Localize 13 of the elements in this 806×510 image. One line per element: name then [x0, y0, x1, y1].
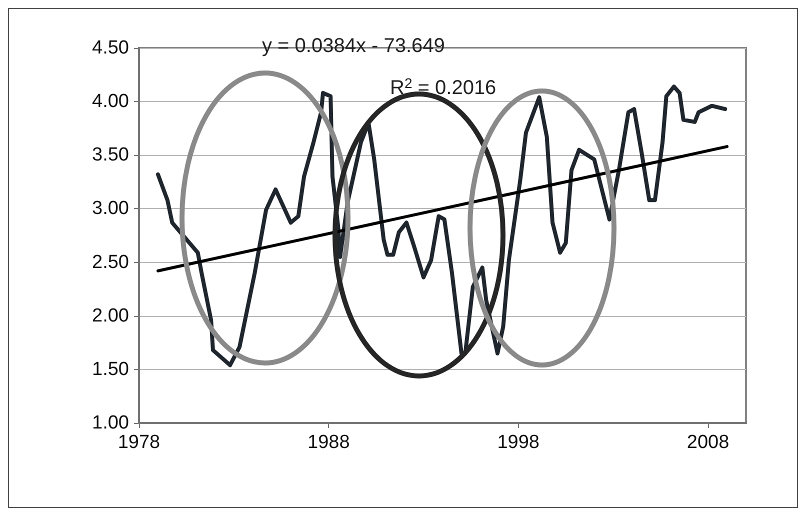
y-tick-label: 3.00 [92, 198, 129, 220]
annotation: y = 0.0384x - 73.649 [262, 35, 445, 57]
x-tick-label: 1978 [118, 432, 160, 453]
y-tick-label: 4.00 [92, 91, 129, 112]
x-tick-label: 2008 [686, 432, 730, 453]
y-tick-label: 4.50 [92, 38, 129, 58]
y-tick-label: 2.50 [92, 252, 129, 273]
y-tick-label: 3.50 [92, 144, 129, 166]
x-tick-label: 1988 [308, 432, 350, 453]
y-tick-label: 1.50 [92, 358, 129, 380]
x-tick-label: 1998 [497, 432, 540, 453]
y-tick-label: 1.00 [92, 412, 129, 434]
y-tick-label: 2.00 [92, 305, 129, 326]
